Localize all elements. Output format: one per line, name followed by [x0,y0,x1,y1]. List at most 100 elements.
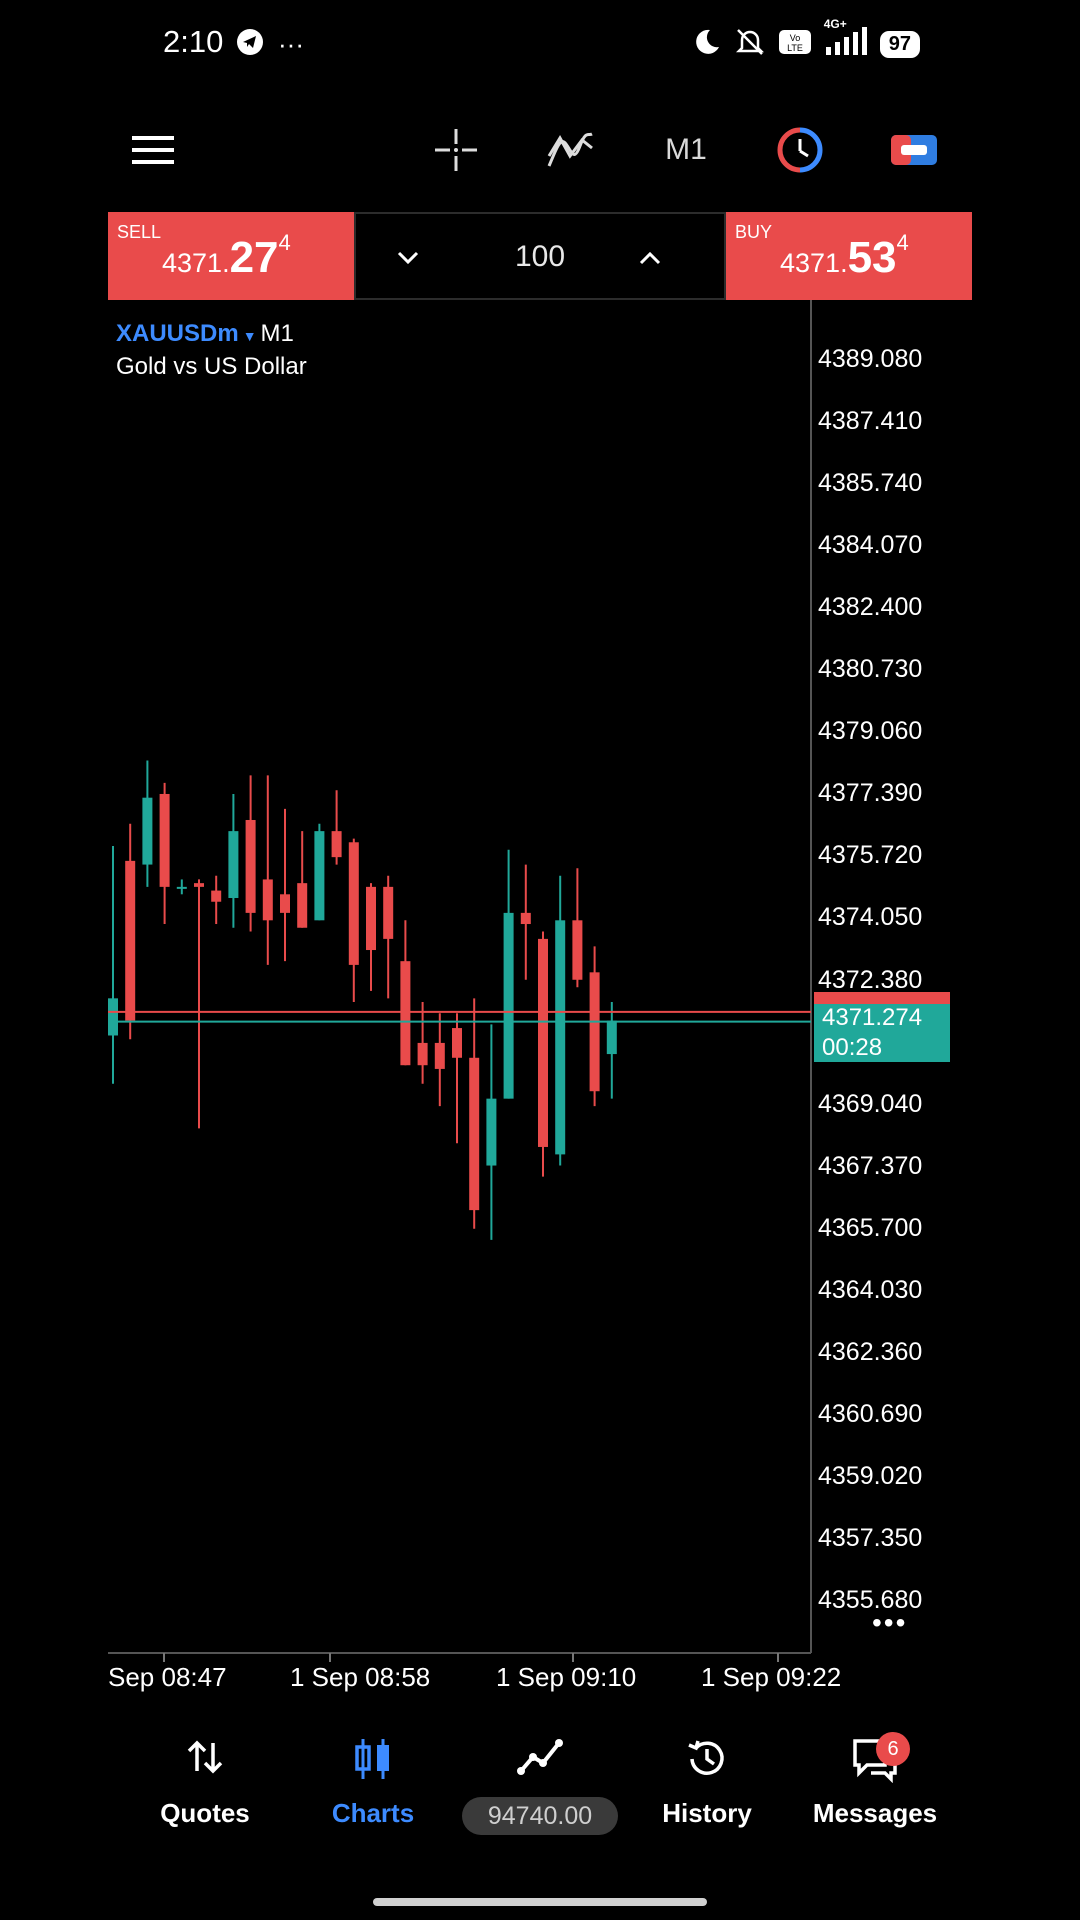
status-left-icons: ··· [236,28,304,61]
candle-body-bull [314,831,325,921]
sell-button[interactable]: SELL 4371.274 [108,212,354,300]
nav-charts[interactable]: Charts [288,1725,458,1855]
price-tick-label: 4380.730 [818,655,923,684]
price-tick-label: 4377.390 [818,779,923,808]
indicators-button[interactable] [544,110,596,190]
candle-body-bear [348,842,359,965]
price-tick-label: 4367.370 [818,1151,923,1180]
time-tick-label: 1 Sep 09:22 [701,1662,842,1692]
candle-body-bull [142,797,153,865]
time-tick-marks [163,1653,779,1662]
candle-body-bull [486,1098,497,1166]
moon-icon [692,27,722,62]
candle-body-bear [469,1057,480,1211]
nav-trade[interactable] [455,1725,625,1855]
candle-body-bear [366,886,376,951]
symbol-header[interactable]: XAUUSDm ▼ M1 [116,320,294,348]
volume-increase-button[interactable] [628,236,672,280]
chevron-up-icon [639,251,661,265]
volume-value[interactable]: 100 [514,240,566,273]
current-price-value: 4371.274 [822,1004,923,1031]
candle-body-bull [606,1020,617,1055]
status-right-icons: Vo LTE 4G+ 97 [692,17,920,63]
candle-body-bear [297,883,308,928]
crosshair-button[interactable] [428,110,484,190]
time-tick-label: Sep 08:47 [108,1662,227,1692]
chart-toolbar: M1 [0,110,1080,190]
candle-body-bear [383,886,394,939]
candle-body-bear [400,961,411,1066]
current-price-marker: 4371.274 00:28 [814,1004,950,1062]
price-tick-label: 4359.020 [818,1461,923,1490]
candle-body-bull [503,912,514,1099]
indicators-icon [547,132,593,167]
price-tick-label: 4375.720 [818,841,923,870]
nav-quotes-label: Quotes [160,1798,250,1828]
candle-body-bear [159,793,170,887]
svg-text:LTE: LTE [787,43,803,53]
price-tick-label: 4372.380 [818,965,923,994]
price-tick-label: 4387.410 [818,407,923,436]
time-tick-label: 1 Sep 09:10 [496,1662,637,1692]
messages-badge: 6 [876,1732,910,1766]
trade-toggle-button[interactable] [890,110,938,190]
price-tick-label: 4362.360 [818,1337,923,1366]
price-tick-label: 4365.700 [818,1213,923,1242]
buy-button[interactable]: BUY 4371.534 [726,212,972,300]
status-bar: 2:10 ··· Vo LTE 4G+ 97 [0,0,1080,90]
account-balance[interactable]: 94740.00 [462,1797,618,1835]
nav-history-label: History [662,1798,752,1828]
sell-price: 4371.274 [162,230,291,282]
nav-charts-label: Charts [331,1798,415,1828]
status-time: 2:10 [163,24,224,59]
candles-group [108,760,617,1240]
charts-candles-icon [355,1739,389,1779]
price-tick-label: 4369.040 [818,1089,923,1118]
price-tick-label: 4385.740 [818,469,923,498]
nav-history[interactable]: History [622,1725,792,1855]
history-clock-icon [688,1740,724,1775]
nav-quotes[interactable]: Quotes [120,1725,290,1855]
candle-body-bear [434,1042,445,1069]
candle-body-bear [538,938,548,1147]
nav-messages[interactable]: Messages [790,1725,960,1855]
bar-timer: 00:28 [822,1034,883,1061]
buy-price: 4371.534 [780,230,909,282]
one-click-trading-button[interactable] [776,110,824,190]
candle-body-bear [125,860,136,1021]
candle-body-bull [555,920,566,1155]
clock-toggle-icon [777,127,823,173]
trade-panel: SELL 4371.274 100 BUY 4371.534 [108,212,972,300]
candle-body-bull [228,831,239,899]
time-tick-label: 1 Sep 08:58 [290,1662,431,1692]
signal-icon: 4G+ [824,17,868,62]
svg-text:Vo: Vo [789,33,800,43]
overflow-dots: ··· [278,29,304,59]
crosshair-icon [435,129,477,171]
symbol-description: Gold vs US Dollar [116,353,307,380]
price-tick-label: 4389.080 [818,345,923,373]
candle-body-bear [245,819,256,913]
timeframe-button[interactable]: M1 [656,110,716,190]
home-indicator[interactable] [373,1898,707,1906]
candle-body-bear [452,1028,462,1058]
ask-price-marker [814,992,950,1004]
menu-button[interactable] [122,110,184,190]
price-chart[interactable] [0,300,1080,1700]
volume-decrease-button[interactable] [386,236,430,280]
quotes-arrows-icon [187,1740,223,1774]
price-tick-label: 4384.070 [818,531,923,560]
chevron-down-icon [397,251,419,265]
sell-label: SELL [117,222,162,242]
nav-messages-label: Messages [812,1798,938,1828]
candle-body-bear [262,879,273,921]
buy-label: BUY [735,222,773,242]
candle-body-bull [108,998,118,1036]
bottom-navigation: Quotes Charts History Messages [0,1725,1080,1855]
more-options-dots[interactable]: ••• [872,1607,908,1638]
mute-bell-icon [734,26,766,63]
candle-body-bear [211,890,222,902]
battery-indicator: 97 [879,31,920,58]
candle-body-bear [520,912,531,925]
price-tick-label: 4379.060 [818,717,923,746]
